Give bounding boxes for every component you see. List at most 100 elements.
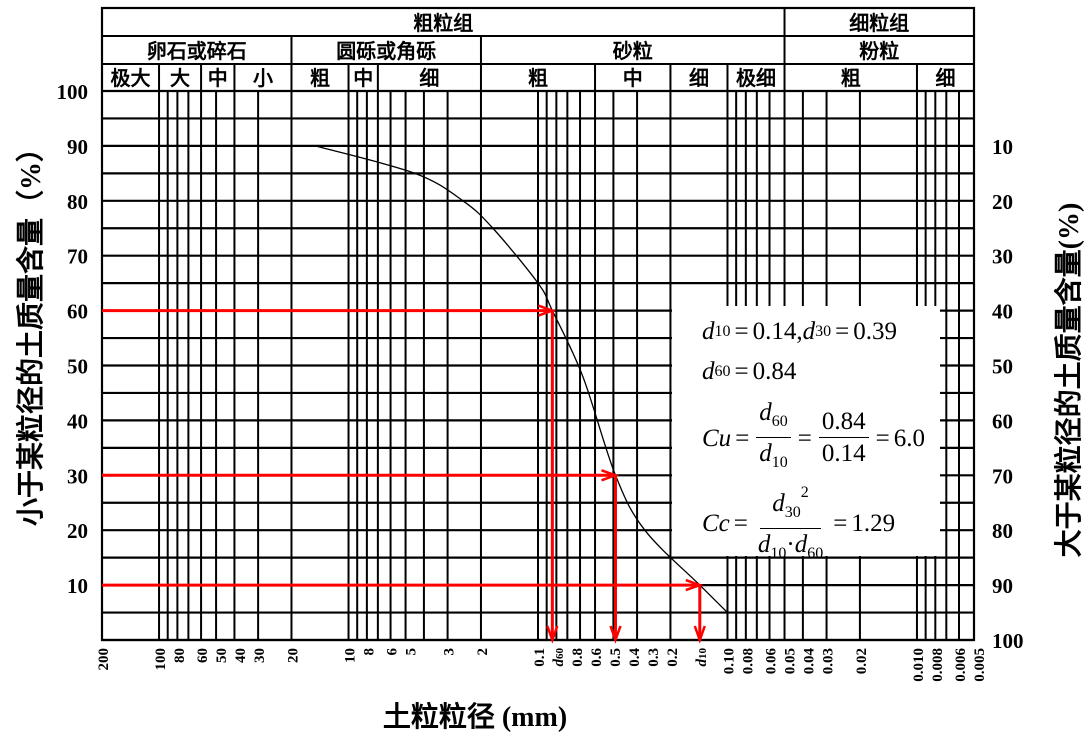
x-tick-label: 0.1 (532, 648, 548, 667)
x-axis-title: 土粒粒径 (mm) (383, 701, 567, 733)
y-tick-label-right: 90 (992, 574, 1013, 598)
x-tick-label: 2 (475, 648, 491, 656)
x-tick-label: 80 (172, 648, 188, 663)
header-label-row3: 粗 (528, 67, 548, 90)
x-tick-label: 200 (96, 648, 112, 671)
header-label-row3: 中 (353, 66, 373, 90)
x-tick-label: 0.03 (821, 648, 837, 674)
header-label-row3: 极细 (736, 66, 776, 90)
y-tick-label-left: 80 (67, 190, 88, 214)
x-tick-label: 0.10 (721, 648, 737, 674)
d-symbol: d (759, 440, 772, 467)
cu-value: 6.0 (893, 424, 926, 452)
x-tick-label: 0.005 (972, 648, 988, 682)
formula-d10-d30: d 10 = 0.14, d 30 = 0.39 (702, 318, 897, 346)
x-tick-label: 20 (285, 648, 301, 663)
header-label-row2: 圆砾或角砾 (336, 39, 436, 63)
d-symbol: d (702, 318, 715, 345)
header-label-row2: 粉粒 (859, 39, 899, 63)
header-label-row3: 细 (689, 66, 709, 90)
x-tick-label: 40 (233, 648, 249, 663)
y-tick-label-left: 10 (67, 574, 88, 598)
header-label-row1: 粗粒组 (413, 11, 473, 35)
formula-cc: Cc = d302 d10·d60 = 1.29 (702, 478, 895, 570)
y-tick-label-right: 70 (992, 464, 1013, 488)
cc-fraction: d302 d10·d60 (755, 478, 826, 570)
d10-value: 0.14 (752, 318, 797, 345)
y-tick-label-right: 20 (992, 190, 1013, 214)
cu-value-fraction: 0.84 0.14 (818, 407, 869, 470)
header-label-row3: 极大 (111, 66, 151, 90)
x-tick-label: 0.04 (802, 648, 818, 675)
x-tick-label: d60 (551, 648, 567, 667)
equals: = (797, 424, 812, 452)
header-label-row2: 砂粒 (613, 39, 653, 63)
subscript: 30 (784, 504, 801, 521)
subscript: 60 (771, 413, 788, 430)
y-tick-label-left: 70 (67, 245, 88, 269)
y-tick-label-right: 10 (992, 135, 1013, 159)
y-tick-label-left: 60 (67, 300, 88, 324)
d-symbol: d (772, 490, 785, 517)
subscript: 30 (815, 323, 832, 340)
y-tick-label-right: 100 (992, 629, 1024, 653)
header-label-row1: 细粒组 (849, 11, 909, 35)
x-tick-label: 100 (153, 648, 169, 671)
y-tick-label-left: 40 (67, 409, 88, 433)
header-label-row3: 小 (253, 67, 273, 90)
y-axis-title-right: 大于某粒径的土质量含量(%) (1052, 203, 1085, 558)
subscript: 60 (807, 545, 824, 562)
y-tick-label-right: 30 (992, 245, 1013, 269)
header-label-row3: 粗 (310, 67, 330, 90)
y-tick-label-left: 50 (67, 355, 88, 379)
header-label-row3: 大 (170, 67, 190, 90)
x-tick-label: 0.010 (911, 648, 927, 682)
x-tick-label: d10 (694, 648, 710, 667)
formula-d60: d 60 = 0.84 (702, 358, 796, 386)
cc-value: 1.29 (851, 510, 896, 537)
comma: , (796, 318, 803, 345)
x-tick-label: 0.05 (783, 648, 799, 674)
x-tick-label: 0.3 (646, 648, 662, 667)
x-tick-label: 50 (214, 648, 230, 663)
formula-cu: Cu = d60 d10 = 0.84 0.14 = 6.0 (702, 398, 925, 479)
y-tick-label-left: 20 (67, 519, 88, 543)
cc-symbol: Cc (702, 510, 730, 537)
d30-value: 0.39 (853, 318, 897, 345)
y-tick-label-right: 80 (992, 519, 1013, 543)
x-tick-label: 10 (343, 648, 359, 663)
header-label-row2: 卵石或碎石 (147, 39, 247, 63)
y-axis-title-left: 小于某粒径的土质量含量（%） (14, 134, 47, 526)
x-tick-label: 30 (252, 648, 268, 663)
header-label-row3: 细 (419, 66, 439, 90)
x-tick-label: 8 (362, 648, 378, 656)
x-tick-label: 0.08 (740, 648, 756, 674)
d-symbol: d (757, 531, 771, 558)
header-label-row3: 细 (935, 66, 955, 90)
d60-value: 0.84 (752, 358, 797, 385)
cu-numerator: 0.84 (818, 407, 869, 438)
equals: = (734, 358, 749, 385)
d-symbol: d (802, 318, 816, 345)
d-symbol: d (702, 358, 715, 385)
header-label-row3: 粗 (841, 67, 861, 90)
x-tick-label: 0.8 (570, 648, 586, 667)
subscript: 10 (770, 545, 787, 562)
arrow-down-icon (693, 625, 706, 644)
x-tick-label: 3 (442, 648, 458, 656)
x-tick-label: 0.6 (589, 648, 605, 667)
x-tick-label: 5 (404, 648, 420, 656)
x-tick-label: 6 (385, 648, 401, 656)
x-tick-label: 0.06 (764, 648, 780, 675)
header-label-row3: 中 (208, 66, 228, 90)
y-tick-label-right: 50 (992, 355, 1013, 379)
subscript: 60 (714, 363, 731, 380)
subscript: 10 (771, 454, 788, 471)
equals: = (735, 424, 750, 452)
equals: = (734, 318, 749, 345)
formula-box: d 10 = 0.14, d 30 = 0.39 d 60 = 0.84 Cu = d… (672, 306, 940, 562)
y-tick-label-left: 100 (57, 80, 89, 104)
equals: = (875, 424, 890, 452)
dot: · (786, 531, 795, 558)
